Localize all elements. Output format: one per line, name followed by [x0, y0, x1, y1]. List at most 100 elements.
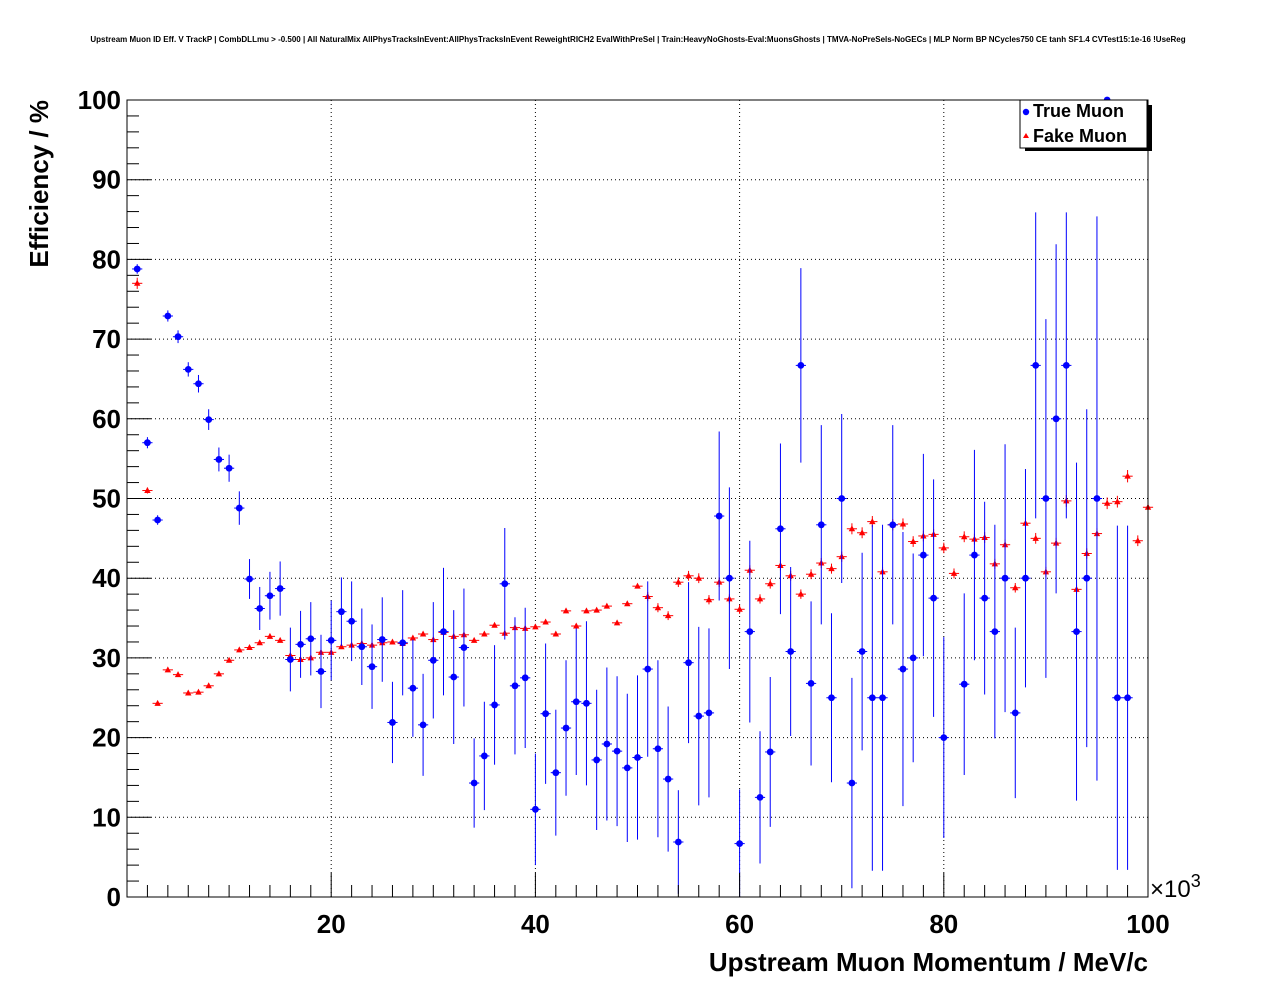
true-muon-point [797, 362, 805, 369]
true-muon-point [817, 521, 825, 529]
true-muon-point [327, 636, 335, 644]
true-muon-point [858, 648, 866, 655]
true-muon-point [399, 639, 407, 647]
fake-muon-point [552, 630, 560, 637]
x-tick-label: 60 [725, 909, 754, 939]
true-muon-point [419, 721, 427, 729]
true-muon-point [460, 644, 468, 651]
true-muon-point [1052, 415, 1060, 423]
fake-muon-point [215, 670, 223, 677]
true-muon-point [766, 748, 774, 756]
true-muon-point [532, 805, 539, 813]
true-muon-point [674, 838, 682, 846]
true-muon-point [572, 698, 580, 706]
true-muon-point [1032, 362, 1040, 369]
fake-muon-point [205, 682, 212, 689]
fake-muon-point [1134, 537, 1141, 544]
fake-muon-point [409, 634, 417, 641]
fake-muon-point [144, 487, 151, 494]
true-muon-point [981, 594, 989, 602]
fake-muon-point [767, 580, 774, 587]
fake-muon-point [797, 590, 805, 597]
true-muon-point [1073, 628, 1080, 635]
true-muon-point [1062, 362, 1070, 369]
axes: 0 10 20 30 40 50 60 70 80 90 100 20 40 60 80 100 [78, 85, 1170, 939]
true-muon-point [562, 724, 570, 732]
true-muon-point [491, 701, 498, 709]
x-tick-label: 100 [1126, 909, 1169, 939]
true-muon-point [440, 628, 447, 635]
x-tick-label: 20 [317, 909, 346, 939]
true-muon-point [685, 659, 692, 667]
fake-muon-point [266, 632, 274, 639]
true-muon-point [1113, 694, 1121, 702]
true-muon-point [899, 665, 907, 673]
fake-muon-point [225, 656, 233, 663]
fake-muon-point [338, 643, 345, 650]
true-muon-point [266, 592, 274, 600]
y-tick-label: 20 [92, 723, 121, 753]
fake-muon-point [624, 600, 631, 607]
fake-muon-point [236, 646, 243, 653]
true-muon-point [235, 504, 243, 512]
true-muon-point [184, 365, 192, 373]
true-muon-point [215, 456, 223, 463]
fake-muon-point [685, 572, 692, 579]
true-muon-point [246, 575, 253, 583]
true-muon-point [256, 605, 264, 612]
fake-muon-point [1124, 472, 1131, 479]
legend-true-muon-marker [1022, 108, 1030, 116]
legend-box [1019, 99, 1148, 149]
true-muon-point [1001, 574, 1009, 582]
fake-muon-point [583, 607, 590, 614]
fake-muon-point [573, 622, 580, 629]
true-muon-point [868, 694, 876, 702]
fake-muon-point [848, 525, 856, 532]
true-muon-point [144, 439, 151, 447]
fake-muon-point [246, 644, 253, 651]
true-muon-point [552, 769, 560, 777]
fake-muon-point [675, 578, 682, 585]
fake-muon-point [1012, 584, 1019, 591]
fake-muon-point [909, 538, 917, 545]
fake-muon-point [1114, 498, 1121, 505]
true-muon-point [1093, 495, 1101, 502]
y-tick-label: 80 [92, 244, 121, 274]
true-muon-point [409, 684, 417, 692]
fake-muon-point [899, 520, 907, 527]
fake-muon-point [134, 279, 141, 286]
fake-muon-point [542, 618, 549, 625]
fake-muon-point [562, 607, 570, 614]
true-muon-point [133, 265, 141, 273]
fake-muon-point [164, 666, 172, 673]
true-muon-point [623, 764, 631, 772]
true-muon-point [511, 682, 519, 690]
true-muon-point [777, 525, 784, 533]
true-muon-point [1011, 709, 1019, 717]
true-muon-point [368, 663, 376, 671]
fake-muon-point [705, 596, 713, 603]
y-tick-label: 0 [107, 882, 121, 912]
true-muon-point [276, 585, 284, 592]
y-axis-label: Efficiency / % [24, 100, 54, 268]
true-muon-point [838, 495, 846, 502]
x-axis-multiplier-exponent: 3 [1191, 871, 1201, 891]
fake-muon-point [654, 604, 662, 611]
true-muon-point [991, 628, 999, 635]
true-muon-point [480, 752, 488, 760]
true-muon-point [470, 779, 478, 787]
true-muon-point [583, 699, 590, 707]
true-muon-point [195, 380, 202, 388]
x-tick-label: 80 [929, 909, 958, 939]
true-muon-point [603, 740, 611, 748]
true-muon-point [828, 694, 835, 702]
fake-muon-point [174, 671, 182, 678]
true-muon-point [542, 710, 550, 718]
fake-muon-point [664, 612, 672, 619]
fake-muon-point [603, 602, 611, 609]
true-muon-point [1083, 574, 1091, 582]
true-muon-point [297, 640, 304, 648]
true-muon-point [654, 745, 662, 753]
true-muon-point [736, 840, 743, 848]
legend: True Muon Fake Muon [1019, 99, 1152, 151]
